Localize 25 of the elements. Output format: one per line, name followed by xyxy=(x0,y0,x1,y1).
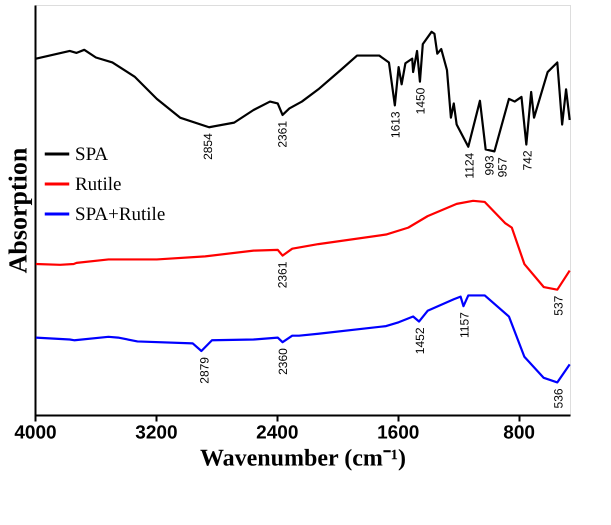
annotation: 537 xyxy=(551,295,566,316)
legend-label: SPA+Rutile xyxy=(75,204,166,225)
annotation: 1124 xyxy=(462,152,477,179)
annotation: 1157 xyxy=(458,312,472,338)
annotation: 2361 xyxy=(276,120,290,148)
x-tick-label: 2400 xyxy=(256,422,298,444)
annotation: 2879 xyxy=(197,356,212,384)
x-tick-label: 3200 xyxy=(135,422,178,444)
x-axis-title: Wavenumber (cm⁻¹) xyxy=(200,446,406,472)
annotation: 993 xyxy=(482,155,496,176)
annotation: 1613 xyxy=(388,111,403,138)
x-tick-label: 800 xyxy=(503,422,535,444)
annotation: 2360 xyxy=(276,348,290,375)
annotation: 1452 xyxy=(413,327,428,354)
legend-label: Rutile xyxy=(75,174,122,195)
x-tick-label: 4000 xyxy=(14,422,57,444)
annotation: 2854 xyxy=(201,132,216,160)
annotation: 1450 xyxy=(413,87,428,114)
annotation: 742 xyxy=(520,150,534,171)
annotation: 536 xyxy=(552,388,566,408)
legend-label: SPA xyxy=(75,144,108,165)
y-axis-title: Absorption xyxy=(4,147,32,274)
annotation: 957 xyxy=(495,157,510,178)
annotation: 2361 xyxy=(276,261,290,288)
x-tick-label: 1600 xyxy=(377,422,420,444)
